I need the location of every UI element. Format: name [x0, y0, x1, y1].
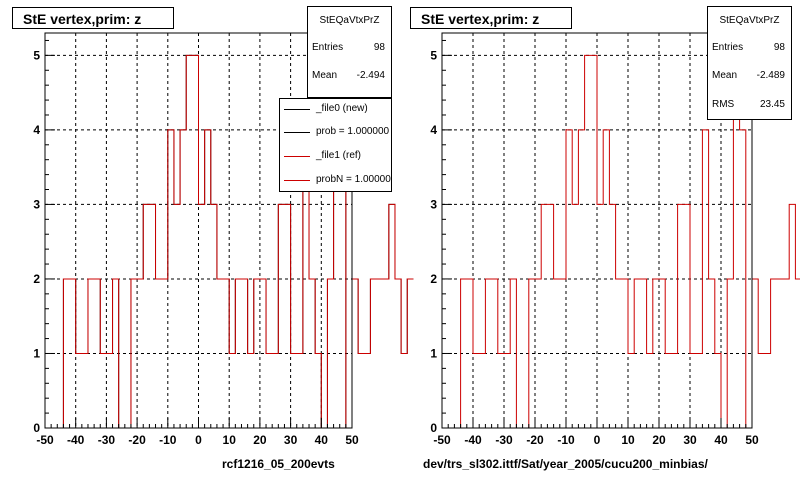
panel-2-title: StE vertex,prim: z: [410, 7, 572, 29]
x-tick-label: -40: [67, 433, 85, 447]
stats-value: -2.489: [756, 70, 785, 81]
stats-value: 98: [373, 42, 385, 53]
legend-label: prob = 1.000000: [316, 126, 390, 137]
legend-swatch: [284, 156, 310, 157]
y-tick-label: 3: [430, 197, 437, 211]
x-tick-label: 0: [594, 433, 601, 447]
y-tick-label: 1: [33, 346, 40, 360]
panel-2-stats-mean: Mean -2.489: [708, 69, 791, 83]
panel-1-stats-mean: Mean -2.494: [308, 69, 391, 83]
x-tick-label: -20: [526, 433, 544, 447]
stats-value: 23.45: [759, 99, 785, 110]
panel-1-legend: _file0 (new) prob = 1.000000 _file1 (ref…: [279, 98, 392, 192]
stats-key: Entries: [312, 42, 344, 53]
y-tick-label: 5: [33, 48, 40, 62]
panel-1-title: StE vertex,prim: z: [12, 7, 174, 29]
legend-label: _file0 (new): [316, 103, 368, 114]
panel-1-stats-entries: Entries 98: [308, 41, 391, 55]
legend-swatch: [284, 132, 310, 133]
x-tick-label: -10: [557, 433, 575, 447]
stats-value: -2.494: [356, 70, 385, 81]
y-tick-label: 4: [430, 123, 437, 137]
x-tick-label: 0: [195, 433, 202, 447]
panel-2-stats-box: StEQaVtxPrZ Entries 98 Mean -2.489 RMS 2…: [707, 6, 792, 120]
panel-1-stats-name: StEQaVtxPrZ: [319, 15, 380, 26]
x-tick-label: 40: [315, 433, 329, 447]
panel-2-stats-rms: RMS 23.45: [708, 98, 791, 112]
legend-swatch: [284, 180, 310, 181]
x-tick-label: -10: [159, 433, 177, 447]
x-tick-label: 20: [652, 433, 666, 447]
panel-1-stats-box: StEQaVtxPrZ Entries 98 Mean -2.494: [307, 6, 392, 98]
y-tick-label: 1: [430, 346, 437, 360]
stats-key: Entries: [712, 42, 744, 53]
x-tick-label: -40: [464, 433, 482, 447]
x-tick-label: -30: [495, 433, 513, 447]
x-tick-label: 30: [284, 433, 298, 447]
y-tick-label: 2: [430, 272, 437, 286]
x-tick-label: 10: [621, 433, 635, 447]
stats-value: 98: [773, 42, 785, 53]
y-tick-label: 0: [33, 421, 40, 435]
panel-2-stats-entries: Entries 98: [708, 41, 791, 55]
x-tick-label: 30: [683, 433, 697, 447]
x-tick-label: -50: [433, 433, 451, 447]
y-tick-label: 0: [430, 421, 437, 435]
panel-2-footer: dev/trs_sl302.ittf/Sat/year_2005/cucu200…: [423, 457, 708, 471]
legend-swatch: [284, 109, 310, 110]
stats-key: Mean: [312, 70, 338, 81]
x-tick-label: -50: [36, 433, 54, 447]
x-tick-label: 50: [745, 433, 759, 447]
x-tick-label: -30: [98, 433, 116, 447]
x-tick-label: 10: [223, 433, 237, 447]
stats-key: RMS: [712, 99, 735, 110]
x-tick-label: 20: [253, 433, 267, 447]
x-tick-label: 40: [714, 433, 728, 447]
x-tick-label: -20: [128, 433, 146, 447]
stats-key: Mean: [712, 70, 738, 81]
y-tick-label: 5: [430, 48, 437, 62]
panel-2-stats-name: StEQaVtxPrZ: [719, 15, 780, 26]
y-tick-label: 2: [33, 272, 40, 286]
legend-label: _file1 (ref): [316, 150, 362, 161]
legend-label: probN = 1.000000: [316, 174, 392, 185]
x-tick-label: 50: [345, 433, 359, 447]
panel-1-footer: rcf1216_05_200evts: [222, 457, 335, 471]
y-tick-label: 4: [33, 123, 40, 137]
y-tick-label: 3: [33, 197, 40, 211]
